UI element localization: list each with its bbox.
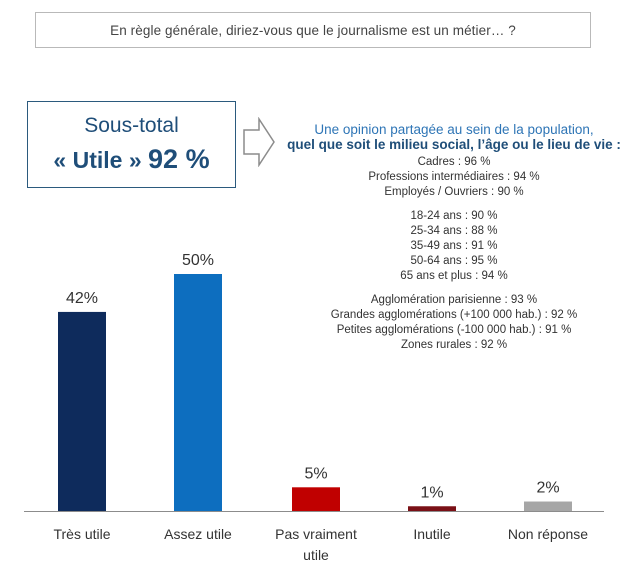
question-box: En règle générale, diriez-vous que le jo… bbox=[35, 12, 591, 48]
breakdown-item: Grandes agglomérations (+100 000 hab.) :… bbox=[330, 309, 578, 321]
subtotal-value: 92 % bbox=[148, 144, 210, 174]
category-label-3: Inutile bbox=[413, 526, 451, 542]
arrow-right-icon bbox=[243, 117, 275, 167]
breakdown-item: 65 ans et plus : 94 % bbox=[400, 270, 508, 282]
breakdown-item: Agglomération parisienne : 93 % bbox=[370, 294, 538, 306]
subtotal-box: Sous-total « Utile » 92 % bbox=[27, 101, 236, 188]
question-text: En règle générale, diriez-vous que le jo… bbox=[110, 22, 516, 38]
subtotal-line: « Utile » 92 % bbox=[28, 144, 235, 175]
bar-2 bbox=[292, 487, 340, 511]
bar-4 bbox=[524, 501, 572, 511]
breakdown-item: 50-64 ans : 95 % bbox=[410, 255, 498, 267]
breakdown-item: Employés / Ouvriers : 90 % bbox=[384, 186, 524, 198]
breakdown-item: Cadres : 96 % bbox=[417, 156, 491, 168]
category-label-2: Pas vraiment bbox=[275, 526, 357, 542]
breakdown-group-location: Agglomération parisienne : 93 % Grandes … bbox=[268, 293, 640, 353]
breakdown-heading-2: quel que soit le milieu social, l’âge ou… bbox=[287, 137, 621, 152]
breakdown-group-social: Cadres : 96 % Professions intermédiaires… bbox=[268, 155, 640, 200]
category-label-1: Assez utile bbox=[164, 526, 232, 542]
breakdown-item: 18-24 ans : 90 % bbox=[410, 210, 498, 222]
bar-value-label-0: 42% bbox=[66, 290, 98, 307]
subtotal-label: « Utile » bbox=[53, 147, 142, 173]
bar-value-label-2: 5% bbox=[304, 465, 327, 482]
category-label-4: Non réponse bbox=[508, 526, 588, 542]
breakdown-item: Petites agglomérations (-100 000 hab.) :… bbox=[336, 324, 572, 336]
breakdown-item: Zones rurales : 92 % bbox=[400, 339, 508, 351]
breakdown-heading-1: Une opinion partagée au sein de la popul… bbox=[314, 122, 594, 137]
breakdown-panel: Une opinion partagée au sein de la popul… bbox=[268, 122, 640, 353]
bar-value-label-1: 50% bbox=[182, 252, 214, 269]
bar-1 bbox=[174, 274, 222, 511]
subtotal-title: Sous-total bbox=[84, 114, 179, 137]
breakdown-item: 25-34 ans : 88 % bbox=[410, 225, 498, 237]
bar-value-label-3: 1% bbox=[420, 484, 443, 501]
breakdown-item: 35-49 ans : 91 % bbox=[410, 240, 498, 252]
breakdown-item: Professions intermédiaires : 94 % bbox=[368, 171, 540, 183]
breakdown-group-age: 18-24 ans : 90 % 25-34 ans : 88 % 35-49 … bbox=[268, 209, 640, 284]
category-label-2: utile bbox=[303, 547, 329, 563]
bar-0 bbox=[58, 311, 106, 511]
category-label-0: Très utile bbox=[53, 526, 110, 542]
bar-value-label-4: 2% bbox=[536, 480, 559, 497]
bar-3 bbox=[408, 506, 456, 511]
